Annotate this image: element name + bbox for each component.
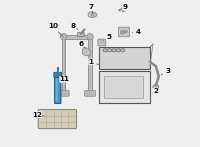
- Bar: [99, 71, 150, 103]
- Ellipse shape: [103, 49, 107, 52]
- FancyBboxPatch shape: [58, 90, 69, 96]
- Text: 1: 1: [89, 59, 99, 65]
- Text: 7: 7: [89, 4, 94, 13]
- Circle shape: [60, 34, 67, 40]
- Bar: [104, 76, 143, 98]
- Text: 3: 3: [161, 68, 170, 75]
- Ellipse shape: [116, 49, 120, 52]
- Circle shape: [120, 31, 124, 34]
- Text: 4: 4: [132, 29, 141, 35]
- Text: 2: 2: [150, 88, 158, 94]
- Bar: [99, 47, 150, 69]
- Text: 8: 8: [71, 24, 78, 29]
- Bar: [62, 35, 65, 91]
- Ellipse shape: [107, 49, 112, 52]
- FancyBboxPatch shape: [38, 110, 76, 129]
- Text: 9: 9: [122, 4, 128, 12]
- Text: 11: 11: [60, 76, 70, 82]
- Ellipse shape: [121, 49, 125, 52]
- Text: 5: 5: [103, 34, 111, 41]
- Bar: [88, 35, 92, 91]
- Circle shape: [91, 13, 94, 16]
- FancyBboxPatch shape: [78, 33, 84, 36]
- Polygon shape: [88, 12, 97, 18]
- Circle shape: [87, 34, 93, 40]
- Circle shape: [124, 30, 127, 33]
- FancyBboxPatch shape: [54, 72, 62, 78]
- FancyBboxPatch shape: [118, 27, 129, 37]
- Text: 10: 10: [48, 24, 63, 36]
- FancyBboxPatch shape: [85, 90, 96, 96]
- Bar: [62, 35, 92, 39]
- Ellipse shape: [153, 85, 159, 89]
- Ellipse shape: [112, 49, 116, 52]
- FancyBboxPatch shape: [56, 78, 58, 102]
- Text: 6: 6: [78, 41, 85, 49]
- FancyBboxPatch shape: [55, 76, 61, 103]
- Text: 12: 12: [32, 112, 44, 118]
- FancyBboxPatch shape: [98, 39, 106, 46]
- Polygon shape: [82, 47, 91, 56]
